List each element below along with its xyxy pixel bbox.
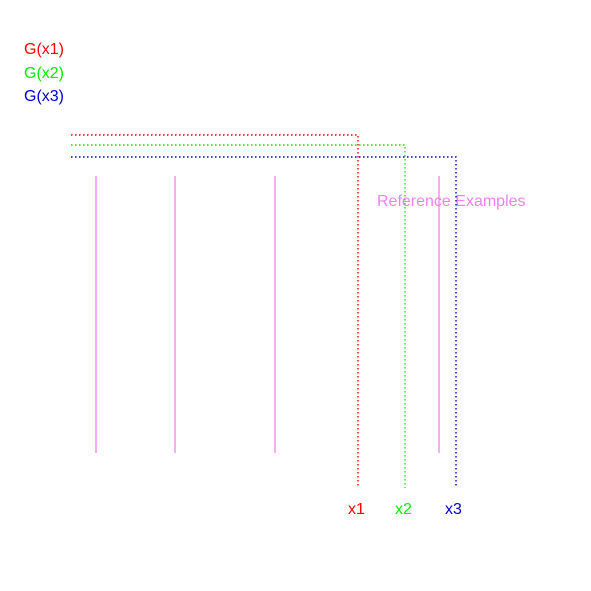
g-x1-path bbox=[71, 134, 359, 488]
label-x2: x2 bbox=[395, 501, 412, 518]
legend-g-x2: G(x2) bbox=[24, 65, 64, 82]
g-x3-path bbox=[71, 156, 457, 488]
g-x2-path bbox=[71, 144, 406, 488]
label-x1: x1 bbox=[348, 501, 365, 518]
reference-examples-label: Reference Examples bbox=[377, 193, 526, 210]
label-x3: x3 bbox=[445, 501, 462, 518]
legend-g-x1: G(x1) bbox=[24, 41, 64, 58]
legend-g-x3: G(x3) bbox=[24, 88, 64, 105]
